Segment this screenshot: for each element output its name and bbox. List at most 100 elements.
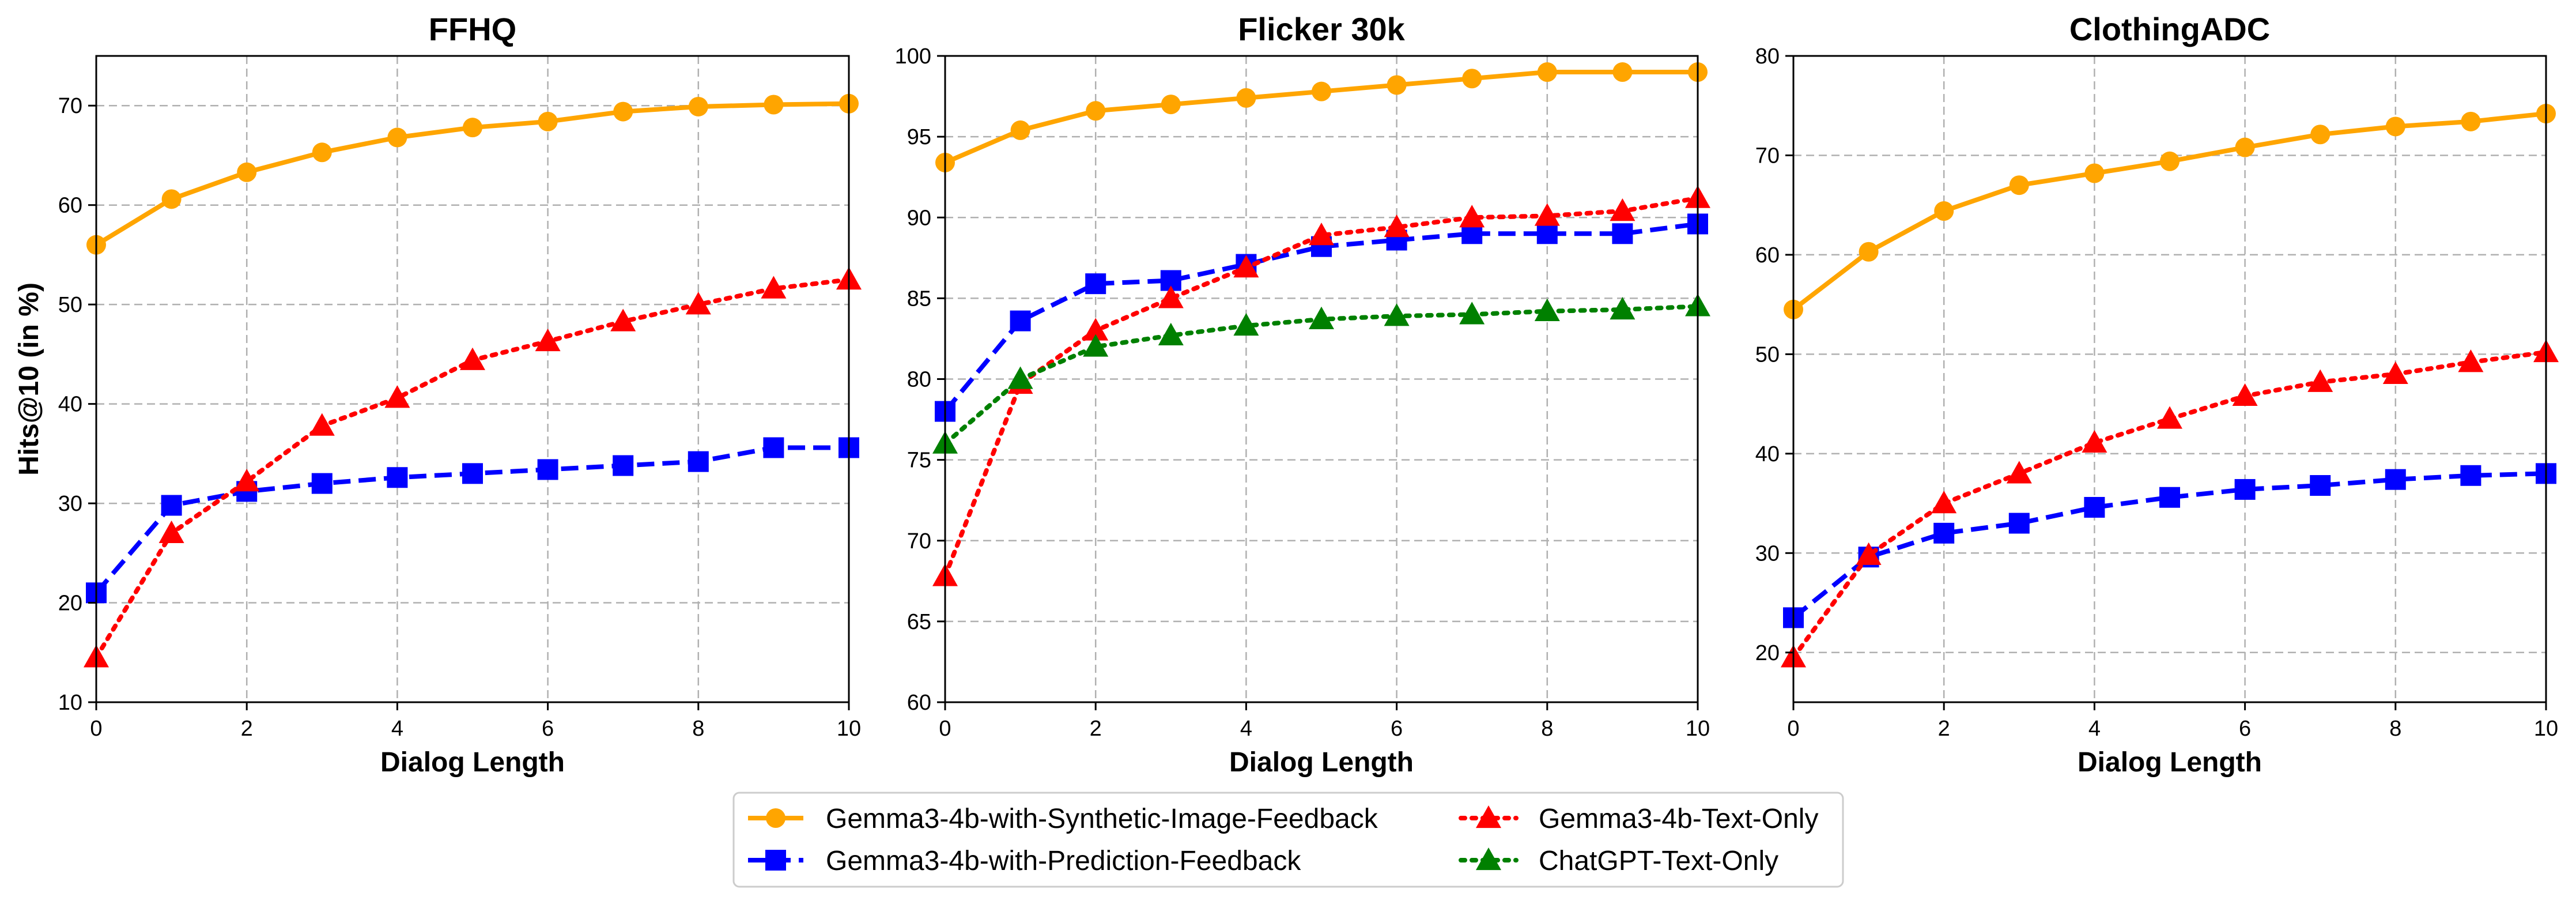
data-point xyxy=(311,473,333,494)
data-point xyxy=(763,437,784,458)
data-point xyxy=(2385,116,2405,137)
series-gemma3-4b-with-synthetic-image-feedback xyxy=(86,93,859,255)
data-point xyxy=(312,142,332,163)
data-point xyxy=(2008,513,2030,534)
data-point xyxy=(1933,522,1955,544)
data-point xyxy=(1384,214,1410,238)
y-tick-label: 30 xyxy=(1755,541,1780,566)
y-tick-label: 40 xyxy=(58,393,82,417)
data-point xyxy=(1161,95,1181,115)
chart-title: ClothingADC xyxy=(2069,11,2270,47)
y-tick-label: 90 xyxy=(907,206,931,230)
y-tick-label: 60 xyxy=(58,194,82,218)
x-tick-label: 0 xyxy=(1787,717,1799,741)
y-tick-label: 30 xyxy=(58,492,82,516)
y-tick-label: 100 xyxy=(895,44,931,69)
data-point xyxy=(537,459,558,480)
x-tick-label: 10 xyxy=(2534,717,2558,741)
data-point xyxy=(2006,461,2032,484)
y-tick-label: 95 xyxy=(907,125,931,149)
data-point xyxy=(764,95,784,115)
data-point xyxy=(2159,487,2180,508)
data-point xyxy=(1384,303,1410,326)
legend-label: Gemma3-4b-with-Prediction-Feedback xyxy=(826,846,1301,876)
data-point xyxy=(688,96,708,116)
data-point xyxy=(1236,88,1256,108)
data-point xyxy=(1459,302,1485,325)
data-point xyxy=(1387,75,1407,95)
x-tick-label: 2 xyxy=(1938,717,1950,741)
x-tick-label: 10 xyxy=(837,717,861,741)
legend-entry-gemma3-4b-text-only: Gemma3-4b-Text-Only xyxy=(1459,804,1818,834)
data-point xyxy=(237,162,257,182)
chart-title: FFHQ xyxy=(429,11,516,47)
data-point xyxy=(1309,306,1334,329)
legend-label: ChatGPT-Text-Only xyxy=(1539,846,1778,876)
y-tick-label: 10 xyxy=(58,691,82,715)
data-point xyxy=(1083,334,1109,357)
data-point xyxy=(2234,479,2256,500)
x-tick-label: 4 xyxy=(1240,717,1252,741)
data-point xyxy=(2009,175,2029,195)
series-gemma3-4b-with-synthetic-image-feedback xyxy=(1784,104,2556,319)
data-point xyxy=(2460,465,2481,486)
series-gemma3-4b-text-only xyxy=(1781,339,2559,668)
y-tick-label: 80 xyxy=(907,368,931,392)
legend: Gemma3-4b-with-Synthetic-Image-Feedback G… xyxy=(732,792,1844,888)
data-point xyxy=(1233,255,1259,278)
data-point xyxy=(2084,496,2105,518)
x-tick-label: 8 xyxy=(2389,717,2401,741)
y-tick-label: 85 xyxy=(907,287,931,311)
y-tick-label: 65 xyxy=(907,610,931,634)
data-point xyxy=(1610,198,1636,221)
data-point xyxy=(1086,101,1106,121)
data-point xyxy=(2385,469,2406,490)
data-point xyxy=(1534,298,1560,321)
data-point xyxy=(309,413,335,436)
plot-frame xyxy=(95,55,850,703)
data-point xyxy=(460,347,485,370)
legend-frame xyxy=(732,792,1844,888)
data-point xyxy=(2307,369,2333,392)
data-point xyxy=(2157,406,2182,429)
data-point xyxy=(234,469,260,492)
y-tick-label: 50 xyxy=(58,293,82,317)
legend-marker xyxy=(766,808,785,828)
data-point xyxy=(1233,313,1259,336)
x-tick-label: 0 xyxy=(939,717,951,741)
legend-entry-gemma3-4b-with-synthetic-image-feedback: Gemma3-4b-with-Synthetic-Image-Feedback xyxy=(748,804,1378,834)
series-gemma3-4b-with-synthetic-image-feedback xyxy=(935,62,1708,172)
data-point xyxy=(387,127,407,148)
series-gemma3-4b-with-prediction-feedback xyxy=(86,437,859,604)
data-point xyxy=(1612,223,1633,244)
y-tick-label: 70 xyxy=(907,529,931,553)
data-point xyxy=(535,328,561,352)
data-point xyxy=(1158,322,1184,345)
data-point xyxy=(1537,62,1557,82)
legend-marker xyxy=(1476,848,1501,871)
chart-panel-flicker-30k: 0 2 4 6 8 10 60 65 70 75 80 85 90 95 100 Flicker 30k Dia… xyxy=(895,11,1710,778)
data-point xyxy=(2235,137,2255,157)
x-tick-label: 2 xyxy=(1090,717,1102,741)
data-point xyxy=(1612,62,1633,82)
y-tick-label: 20 xyxy=(1755,641,1780,665)
data-point xyxy=(1010,120,1030,140)
plot-frame xyxy=(1792,55,2547,703)
data-point xyxy=(463,118,482,138)
y-axis-label: Hits@10 (in %) xyxy=(14,282,44,476)
data-point xyxy=(761,276,787,299)
x-axis-label: Dialog Length xyxy=(2078,747,2262,778)
chart-title: Flicker 30k xyxy=(1238,11,1405,47)
data-point xyxy=(1859,242,1879,262)
data-point xyxy=(1462,69,1482,89)
x-tick-label: 8 xyxy=(1541,717,1553,741)
data-point xyxy=(1610,296,1636,320)
data-point xyxy=(2461,111,2481,131)
data-point xyxy=(2458,349,2484,372)
y-tick-label: 75 xyxy=(907,449,931,473)
data-point xyxy=(613,101,633,122)
series-line xyxy=(943,195,1700,579)
data-point xyxy=(1007,366,1033,389)
y-tick-label: 80 xyxy=(1755,44,1780,69)
data-point xyxy=(2084,163,2105,183)
